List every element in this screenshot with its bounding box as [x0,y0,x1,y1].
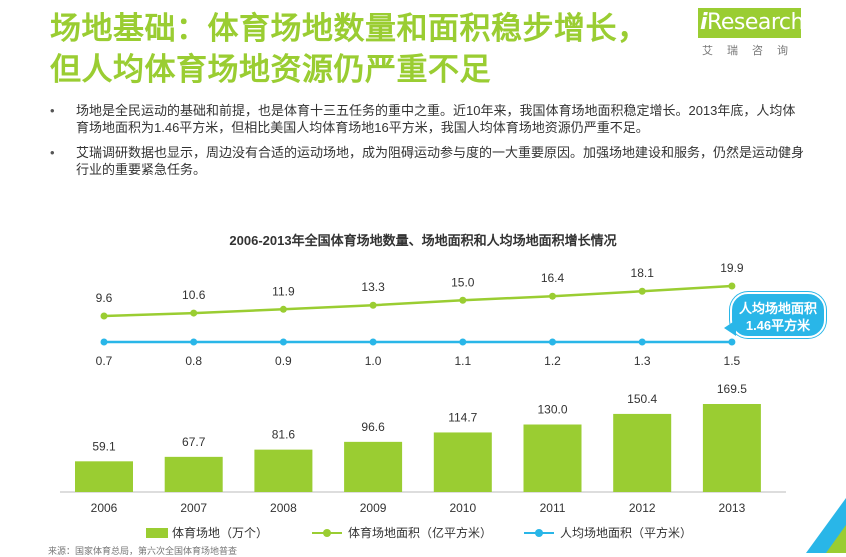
area-value-label: 18.1 [631,266,655,280]
legend-item-per-capita: 人均场地面积（平方米） [524,524,692,541]
point-area [100,312,108,320]
bar [523,424,582,492]
point-per-capita [549,338,556,346]
legend-swatch-bar [146,527,168,538]
point-per-capita [190,338,198,346]
per-capita-value-label: 0.7 [96,354,113,368]
x-tick-label: 2013 [719,501,746,515]
bar-value-label: 96.6 [361,420,385,434]
logo-cn: 艾瑞咨询 [702,45,802,57]
callout-bubble: 人均场地面积 1.46平方米 [724,292,826,338]
legend-swatch-line-green [312,528,342,537]
source-note: 来源：国家体育总局，第六次全国体育场地普查 [48,546,238,556]
chart-legend: 体育场地（万个） 体育场地面积（亿平方米） 人均场地面积（平方米） [0,524,846,542]
per-capita-value-label: 0.8 [185,354,202,368]
bullet-item: 艾瑞调研数据也显示，周边没有合适的运动场地，成为阻碍运动参与度的一大重要原因。加… [48,144,808,178]
area-value-label: 19.9 [720,261,744,275]
bar [344,441,403,492]
x-tick-label: 2008 [270,501,297,515]
legend-label: 人均场地面积（平方米） [560,526,693,540]
chart-title: 2006-2013年全国体育场地数量、场地面积和人均场地面积增长情况 [229,233,617,248]
bar [433,432,492,492]
point-area [369,301,377,309]
legend-label: 体育场地面积（亿平方米） [348,526,493,540]
per-capita-value-label: 1.5 [724,354,741,368]
callout-line-1: 人均场地面积 [738,301,817,316]
iresearch-logo: iResearch 艾瑞咨询 [698,6,808,57]
page-title: 场地基础：体育场地数量和面积稳步增长， 但人均体育场地资源仍严重不足 [50,8,690,90]
legend-item-area: 体育场地面积（亿平方米） [312,524,492,541]
bar [613,413,672,492]
point-per-capita [459,338,467,346]
point-per-capita [728,338,736,346]
bar-value-label: 67.7 [182,435,206,449]
legend-item-bar: 体育场地（万个） [146,524,268,541]
bar [254,449,313,492]
point-area [638,287,646,295]
callout-tail [724,320,736,336]
per-capita-value-label: 1.1 [454,354,471,368]
bar-value-label: 130.0 [537,403,567,417]
x-tick-label: 2007 [180,501,207,515]
area-value-label: 15.0 [451,275,475,289]
area-value-label: 16.4 [541,271,565,285]
area-value-label: 11.9 [272,284,295,298]
logo-box: iResearch [698,8,804,38]
area-value-label: 9.6 [96,291,113,305]
point-per-capita [638,338,646,346]
area-value-label: 10.6 [182,288,206,302]
x-tick-label: 2011 [540,501,566,515]
bar [702,404,761,492]
per-capita-value-label: 1.3 [634,354,651,368]
x-tick-label: 2006 [91,501,118,515]
logo-i: i [700,10,708,35]
per-capita-value-label: 1.2 [544,354,561,368]
point-area [279,305,287,313]
point-area [728,282,736,290]
point-area [459,296,467,304]
per-capita-value-label: 0.9 [275,354,292,368]
area-value-label: 13.3 [361,280,385,294]
callout-line-2: 1.46平方米 [745,318,811,333]
legend-label: 体育场地（万个） [172,526,269,540]
bullet-item: 场地是全民运动的基础和前提，也是体育十三五任务的重中之重。近10年来，我国体育场… [48,102,808,136]
point-per-capita [369,338,377,346]
x-tick-label: 2012 [629,501,656,515]
x-tick-label: 2009 [360,501,387,515]
x-tick-label: 2010 [449,501,476,515]
point-per-capita [279,338,287,346]
bar-value-label: 59.1 [92,439,116,453]
bar-value-label: 114.7 [448,410,477,424]
point-per-capita [100,338,108,346]
point-area [549,292,556,300]
logo-text: Research [707,10,804,35]
bullet-list: 场地是全民运动的基础和前提，也是体育十三五任务的重中之重。近10年来，我国体育场… [48,102,808,186]
bar [164,456,223,492]
point-area [190,309,198,317]
bar-value-label: 150.4 [627,392,657,406]
bar [75,461,133,492]
title-line-1: 场地基础：体育场地数量和面积稳步增长， [50,11,649,46]
legend-swatch-line-blue [524,528,554,537]
title-line-2: 但人均体育场地资源仍严重不足 [50,52,491,87]
series-line-area [103,284,732,318]
per-capita-value-label: 1.0 [365,354,382,368]
bar-value-label: 81.6 [272,428,296,442]
bar-value-label: 169.5 [717,382,747,396]
corner-decoration-small [826,525,846,553]
